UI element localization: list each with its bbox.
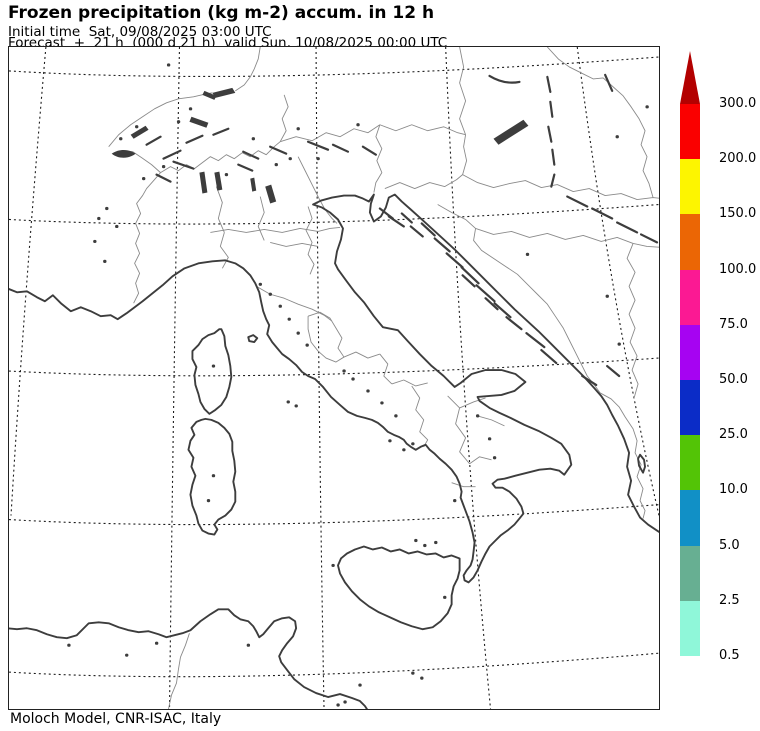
colorbar-tick-label: 200.0 bbox=[719, 151, 757, 167]
colorbar-tick-label: 25.0 bbox=[719, 427, 748, 443]
colorbar-tick-label: 10.0 bbox=[719, 482, 748, 498]
colorbar-segment bbox=[680, 490, 700, 546]
colorbar-segment bbox=[680, 159, 700, 215]
colorbar-tick-label: 150.0 bbox=[719, 206, 757, 222]
colorbar-tick-label: 75.0 bbox=[719, 316, 748, 332]
colorbar-legend: 300.0 200.0 150.0 100.0 75.0 50.0 25.0 10.0 5.0 2… bbox=[680, 51, 758, 676]
colorbar-segment bbox=[680, 214, 700, 270]
colorbar-segment bbox=[680, 435, 700, 491]
colorbar-tick-label: 50.0 bbox=[719, 372, 748, 387]
terrain-dots bbox=[67, 63, 649, 707]
colorbar-tick-label: 100.0 bbox=[719, 261, 757, 277]
colorbar-segment bbox=[680, 104, 700, 160]
italy-map bbox=[9, 47, 659, 709]
initial-time-line: Initial time Sat, 09/08/2025 03:00 UTC bbox=[8, 24, 272, 40]
lakes bbox=[111, 87, 529, 204]
island-and-relief-marks bbox=[145, 73, 659, 387]
chart-title: Frozen precipitation (kg m-2) accum. in … bbox=[8, 3, 435, 23]
colorbar-segment bbox=[680, 545, 700, 601]
model-credit: Moloch Model, CNR-ISAC, Italy bbox=[10, 711, 222, 727]
colorbar-tick-label: 5.0 bbox=[719, 537, 740, 553]
colorbar-tick-label: 0.5 bbox=[719, 648, 740, 663]
map-canvas bbox=[8, 46, 660, 710]
colorbar-overflow-arrow bbox=[680, 51, 700, 104]
graticule bbox=[9, 47, 659, 709]
colorbar-segment bbox=[680, 324, 700, 380]
colorbar-segment bbox=[680, 269, 700, 325]
colorbar-segment bbox=[680, 380, 700, 436]
colorbar-tick-label: 300.0 bbox=[719, 96, 757, 111]
country-borders bbox=[108, 47, 659, 709]
coastlines bbox=[9, 193, 659, 709]
colorbar-tick-label: 2.5 bbox=[719, 592, 740, 608]
colorbar-segment bbox=[680, 600, 700, 656]
